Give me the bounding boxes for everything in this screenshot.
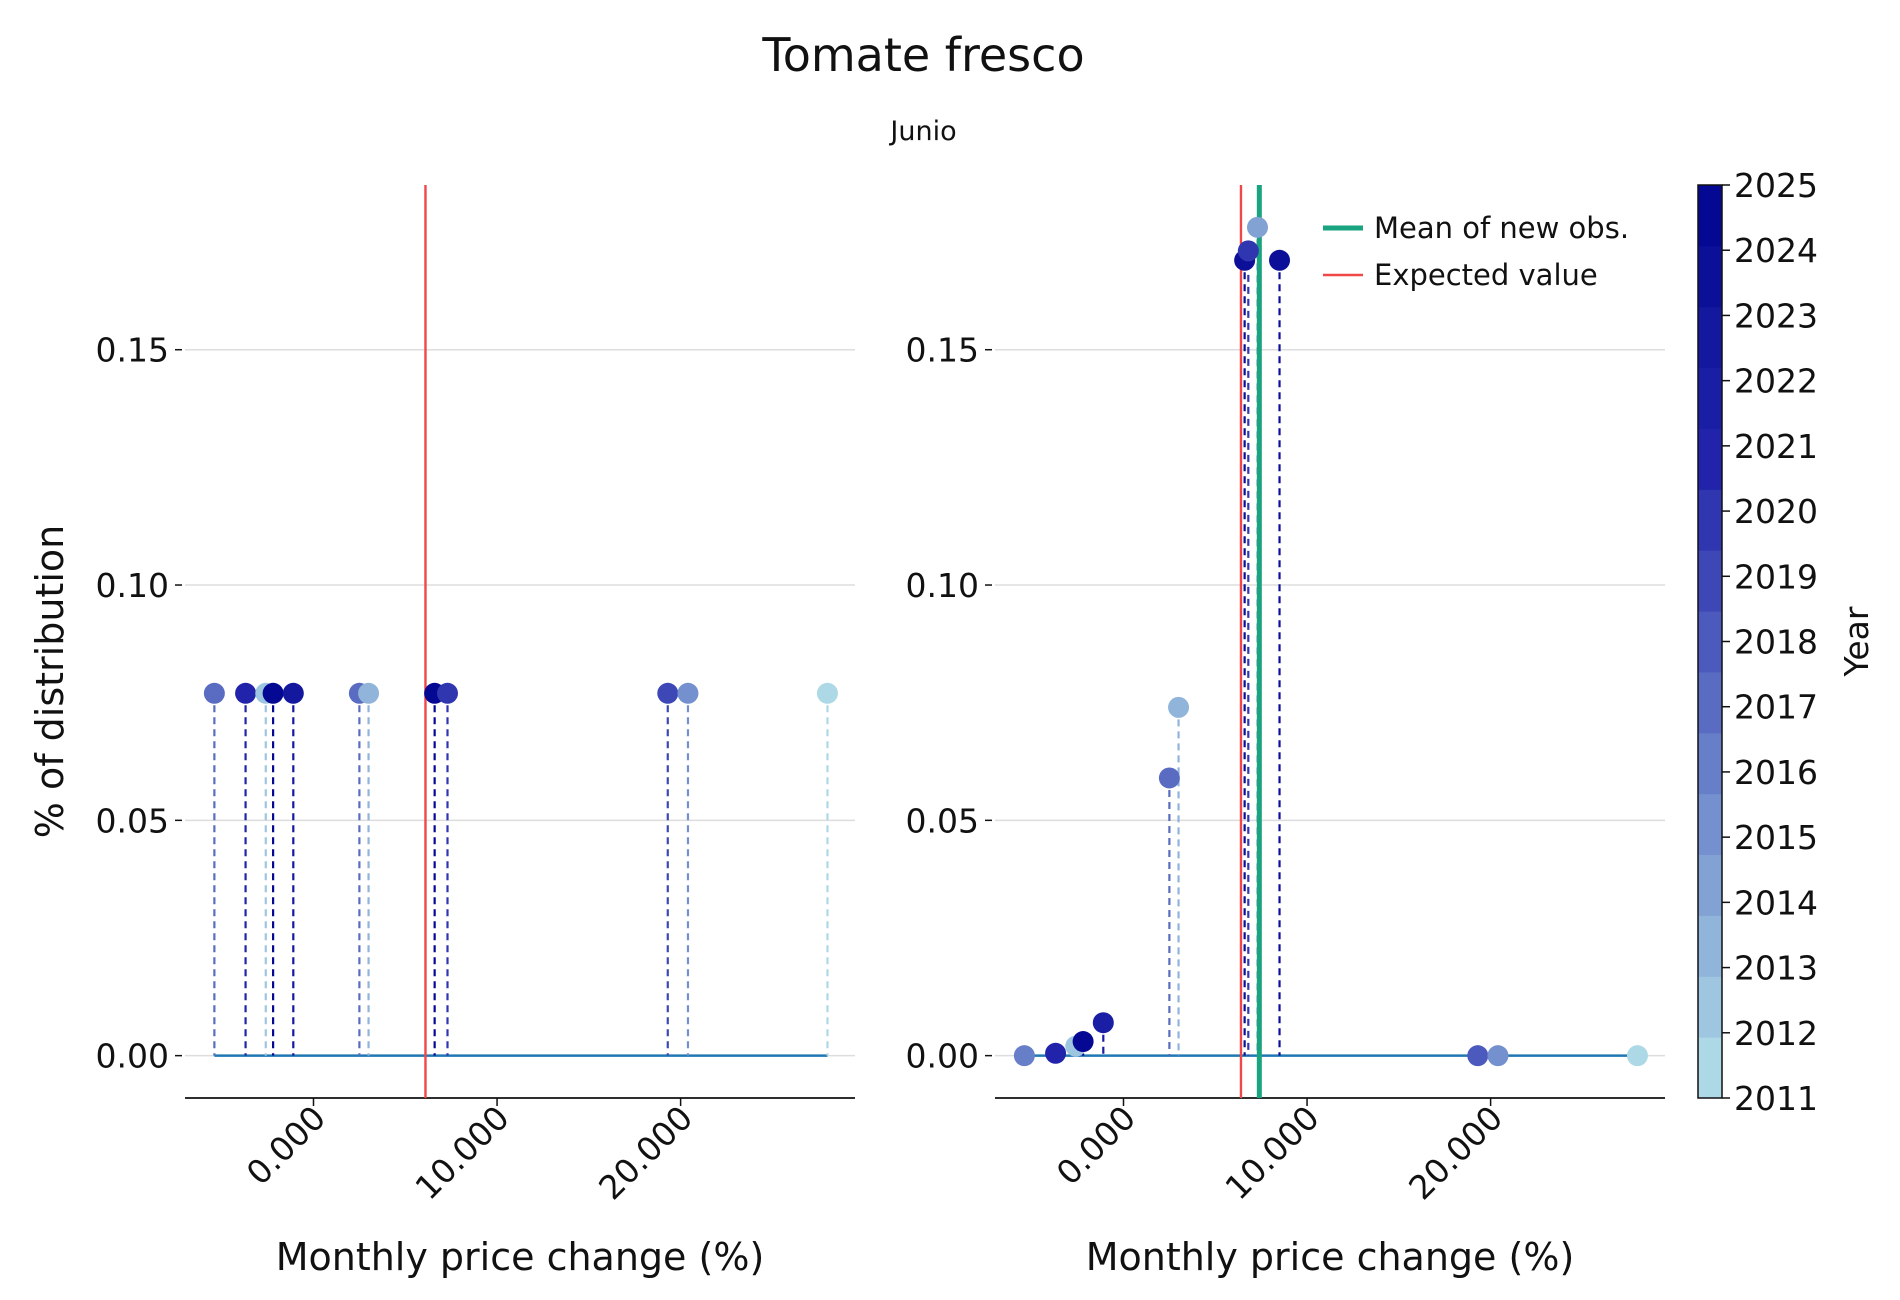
data-point [1246, 216, 1268, 238]
colorbar-tick-label: 2025 [1734, 166, 1818, 205]
colorbar-tick-label: 2016 [1734, 753, 1818, 792]
colorbar-tick-label: 2017 [1734, 688, 1818, 727]
y-tick-label: 0.00 [96, 1037, 169, 1076]
y-tick-label: 0.05 [906, 801, 979, 840]
x-axis-label: Monthly price change (%) [1086, 1235, 1575, 1279]
x-tick-label: 10.000 [1217, 1098, 1326, 1207]
colorbar-tick-label: 2022 [1734, 362, 1818, 401]
data-point [816, 682, 838, 704]
legend: Mean of new obs. Expected value [1323, 211, 1629, 292]
panel-right: 0.00 0.05 0.10 0.15 0.000 10.000 20.000 Monthly… [906, 185, 1665, 1279]
colorbar-segment [1698, 915, 1722, 977]
colorbar-tick-label: 2015 [1734, 818, 1818, 857]
data-point [1045, 1042, 1067, 1064]
data-point [1237, 240, 1259, 262]
colorbar-segment [1698, 976, 1722, 1038]
colorbar-tick-label: 2023 [1734, 296, 1818, 335]
data-point [1013, 1045, 1035, 1067]
x-axis-label: Monthly price change (%) [276, 1235, 765, 1279]
y-tick-label: 0.05 [96, 801, 169, 840]
colorbar-segment [1698, 1037, 1722, 1099]
data-point [436, 682, 458, 704]
colorbar-segment [1698, 854, 1722, 916]
x-tick-label: 10.000 [407, 1098, 516, 1207]
chart-title: Tomate fresco [762, 28, 1085, 82]
x-tick-label: 20.000 [591, 1098, 700, 1207]
y-tick-label: 0.15 [906, 331, 979, 370]
y-axis-label: % of distribution [28, 525, 72, 838]
colorbar-segment [1698, 671, 1722, 734]
x-tick-label: 0.000 [1049, 1098, 1143, 1192]
x-tick-label: 20.000 [1401, 1098, 1510, 1207]
colorbar-tick-label: 2012 [1734, 1014, 1818, 1053]
y-tick-label: 0.00 [906, 1037, 979, 1076]
data-point [262, 682, 284, 704]
colorbar-segment [1698, 793, 1722, 856]
data-point [1487, 1045, 1509, 1067]
colorbar-tick-label: 2019 [1734, 557, 1818, 596]
colorbar-segment [1698, 611, 1722, 673]
data-point [1158, 767, 1180, 789]
colorbar-segment [1698, 489, 1722, 551]
data-point [657, 682, 679, 704]
legend-label-expected: Expected value [1374, 258, 1598, 292]
y-tick-label: 0.15 [96, 331, 169, 370]
y-tick-label: 0.10 [906, 566, 979, 605]
colorbar-segment [1698, 185, 1722, 247]
y-tick-label: 0.10 [96, 566, 169, 605]
data-point [677, 682, 699, 704]
legend-label-mean: Mean of new obs. [1374, 211, 1629, 245]
data-point [235, 682, 257, 704]
colorbar-segment [1698, 550, 1722, 612]
colorbar: 2011 2012 2013 2014 2015 2016 2017 2018 2019 2020… [1697, 166, 1876, 1118]
colorbar-tick-label: 2021 [1734, 427, 1818, 466]
data-point [1626, 1045, 1648, 1067]
chart-subtitle: Junio [890, 116, 957, 147]
panel-left: 0.00 0.05 0.10 0.15 0.000 10.000 20.000 Monthly… [28, 185, 855, 1279]
colorbar-segment [1698, 367, 1722, 429]
colorbar-tick-label: 2024 [1734, 231, 1818, 270]
colorbar-label: Year [1837, 606, 1876, 677]
data-point [203, 682, 225, 704]
colorbar-segment [1698, 732, 1722, 795]
colorbar-tick-label: 2018 [1734, 623, 1818, 662]
data-point [1269, 249, 1291, 271]
colorbar-segment [1698, 306, 1722, 369]
colorbar-tick-label: 2011 [1734, 1079, 1818, 1118]
data-point [1467, 1045, 1489, 1067]
colorbar-segment [1698, 428, 1722, 490]
data-point [282, 682, 304, 704]
data-point [1072, 1031, 1094, 1053]
data-point [1092, 1012, 1114, 1034]
colorbar-tick-label: 2020 [1734, 492, 1818, 531]
colorbar-tick-label: 2014 [1734, 883, 1818, 922]
data-point [1168, 696, 1190, 718]
colorbar-tick-label: 2013 [1734, 949, 1818, 988]
x-tick-label: 0.000 [239, 1098, 333, 1192]
data-point [358, 682, 380, 704]
colorbar-segment [1698, 245, 1722, 308]
